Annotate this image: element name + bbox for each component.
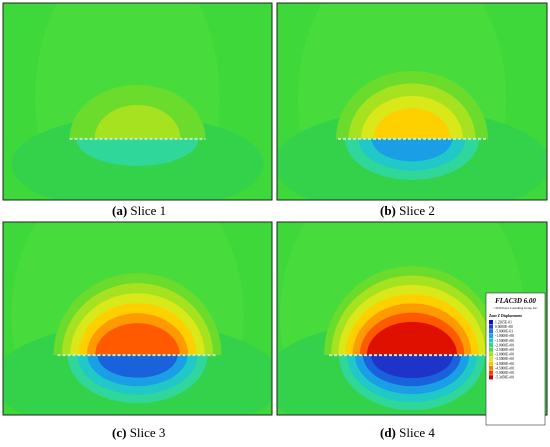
panel-border <box>276 2 548 201</box>
legend-swatch <box>489 343 493 348</box>
legend-swatch <box>489 356 493 361</box>
caption: (d) Slice 4 <box>380 425 435 441</box>
caption-text: Slice 3 <box>129 425 166 440</box>
caption-label: (a) <box>112 203 128 218</box>
legend-swatch <box>489 320 493 325</box>
contour-band <box>95 323 180 356</box>
contour-panel <box>3 3 272 200</box>
legend-entry: 0.0000E+00 <box>495 325 513 329</box>
caption: (a) Slice 1 <box>112 203 166 219</box>
caption-text: Slice 1 <box>130 203 167 218</box>
contour-band <box>366 321 458 356</box>
panel-border <box>2 221 273 416</box>
legend-swatch <box>489 329 493 334</box>
contour-band <box>371 138 453 162</box>
legend-swatch <box>489 333 493 338</box>
panel-border <box>2 2 273 201</box>
legend-entry: -2.0000E+00 <box>495 343 514 347</box>
caption-text: Slice 4 <box>399 425 435 440</box>
legend-entry: -2.5000E+00 <box>495 348 514 352</box>
contour-band <box>97 355 178 378</box>
legend-entry: -1.5000E+00 <box>495 339 514 343</box>
legend-box <box>485 292 546 426</box>
legend-heading: Zone Z Displacement <box>489 314 523 318</box>
legend-entry: -4.0000E+00 <box>495 362 514 366</box>
legend-swatch <box>489 375 493 380</box>
legend-entry: -5.0000E-01 <box>495 330 513 334</box>
legend-entry: -1.0000E+00 <box>495 334 514 338</box>
caption: (b) Slice 2 <box>380 203 435 219</box>
legend-title: FLAC3D 6.00 <box>495 297 536 305</box>
legend-swatch <box>489 338 493 343</box>
caption-label: (d) <box>380 425 396 440</box>
legend-swatch <box>489 324 493 329</box>
legend-entry: -5.3458E+00 <box>495 376 514 380</box>
legend-swatch <box>489 361 493 366</box>
caption-label: (b) <box>380 203 396 218</box>
legend-entry: -5.0000E+00 <box>495 371 514 375</box>
legend-entry: 1.2365E-01 <box>495 320 512 324</box>
panel-border <box>276 221 548 416</box>
contour-panel <box>277 3 547 200</box>
legend: FLAC3D 6.00©2019 Itasca Consulting Group… <box>485 292 546 426</box>
legend-swatch <box>489 352 493 357</box>
legend-swatch <box>489 370 493 375</box>
contour-band <box>371 355 453 379</box>
caption: (c) Slice 3 <box>112 425 165 441</box>
caption-text: Slice 2 <box>399 203 435 218</box>
legend-swatch <box>489 347 493 352</box>
legend-copyright: ©2019 Itasca Consulting Group, Inc. <box>493 305 538 311</box>
legend-swatch <box>489 366 493 371</box>
legend-entry: -4.5000E+00 <box>495 366 514 370</box>
legend-entry: -3.5000E+00 <box>495 357 514 361</box>
contour-panel <box>3 222 272 415</box>
contour-band <box>373 108 451 139</box>
contour-band <box>94 104 181 139</box>
contour-band <box>76 138 199 166</box>
caption-label: (c) <box>112 425 127 440</box>
legend-entry: -3.0000E+00 <box>495 353 514 357</box>
